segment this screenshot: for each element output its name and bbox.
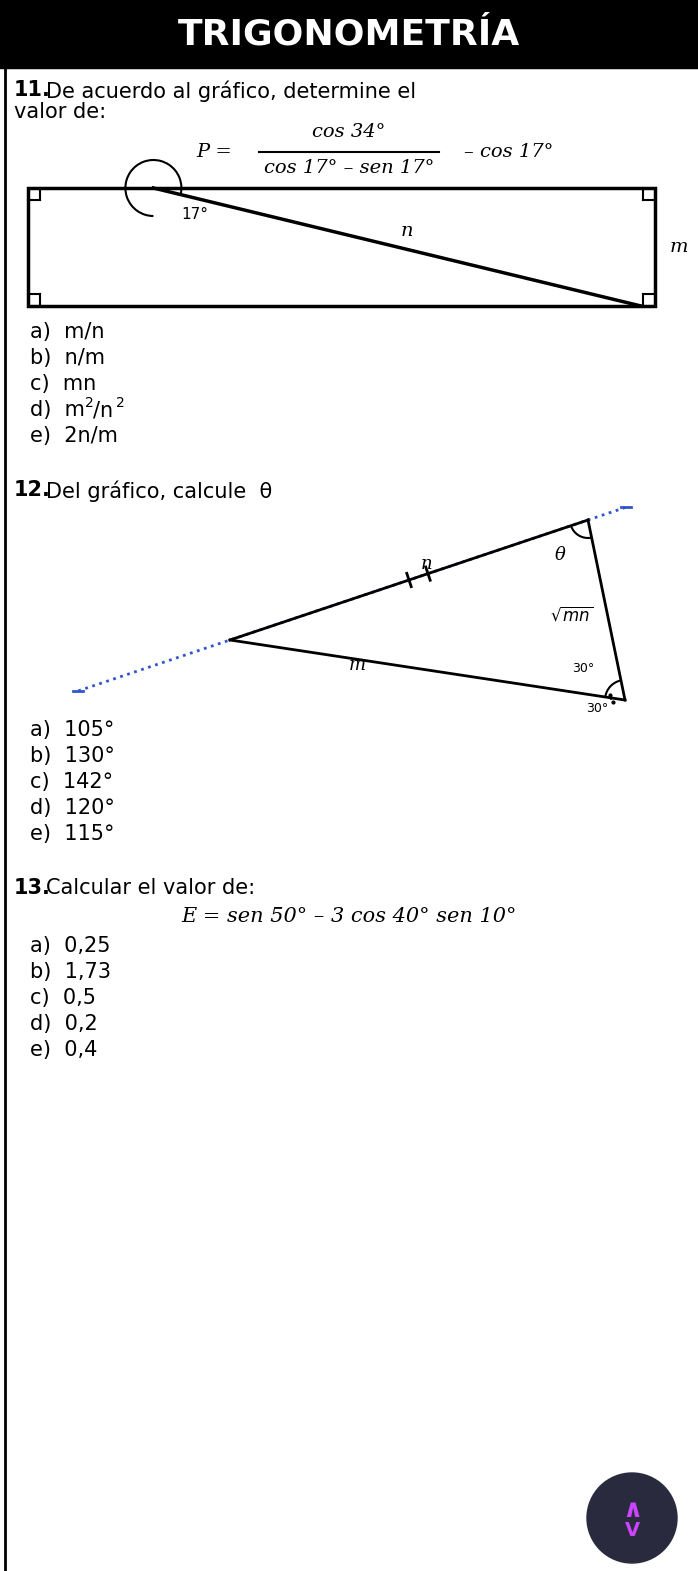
Text: a)  105°: a) 105° [30,720,114,740]
Text: ∧: ∧ [622,1499,642,1522]
Text: e)  0,4: e) 0,4 [30,1040,98,1060]
Bar [0,0,698,68]
Text: 2: 2 [85,396,94,410]
Text: – cos 17°: – cos 17° [464,143,554,160]
Text: a)  0,25: a) 0,25 [30,936,110,957]
Text: valor de:: valor de: [14,102,106,123]
Text: 12.: 12. [14,481,51,500]
Text: 30°: 30° [572,661,594,674]
Text: d)  0,2: d) 0,2 [30,1013,98,1034]
Text: V: V [625,1521,639,1540]
Text: b)  n/m: b) n/m [30,349,105,368]
Text: b)  1,73: b) 1,73 [30,961,111,982]
Text: n: n [421,555,433,573]
Text: c)  0,5: c) 0,5 [30,988,96,1009]
Text: e)  2n/m: e) 2n/m [30,426,118,446]
Text: E = sen 50° – 3 cos 40° sen 10°: E = sen 50° – 3 cos 40° sen 10° [181,906,517,925]
Text: cos 17° – sen 17°: cos 17° – sen 17° [264,159,434,178]
Text: 2: 2 [116,396,125,410]
Text: 13.: 13. [14,878,51,899]
Text: cos 34°: cos 34° [312,123,386,141]
Text: m: m [349,657,366,674]
Text: 11.: 11. [14,80,51,101]
Text: e)  115°: e) 115° [30,825,114,844]
Text: Del gráfico, calcule  θ: Del gráfico, calcule θ [46,481,272,501]
Text: $\sqrt{mn}$: $\sqrt{mn}$ [550,606,593,624]
Text: b)  130°: b) 130° [30,746,115,767]
Text: P =: P = [196,143,232,160]
Text: c)  mn: c) mn [30,374,96,394]
Text: 30°: 30° [586,702,608,715]
Bar [28,189,655,306]
Text: d)  120°: d) 120° [30,798,115,818]
Text: Calcular el valor de:: Calcular el valor de: [46,878,255,899]
Text: a)  m/n: a) m/n [30,322,105,342]
Text: De acuerdo al gráfico, determine el: De acuerdo al gráfico, determine el [46,80,416,102]
Circle shape [587,1474,677,1563]
Text: n: n [401,222,413,240]
Text: 17°: 17° [181,206,209,222]
Text: m: m [670,237,688,256]
Text: d)  m: d) m [30,401,85,419]
Text: c)  142°: c) 142° [30,771,113,792]
Text: TRIGONOMETRÍA: TRIGONOMETRÍA [178,17,520,50]
Text: θ: θ [555,547,565,564]
Text: /n: /n [93,401,113,419]
